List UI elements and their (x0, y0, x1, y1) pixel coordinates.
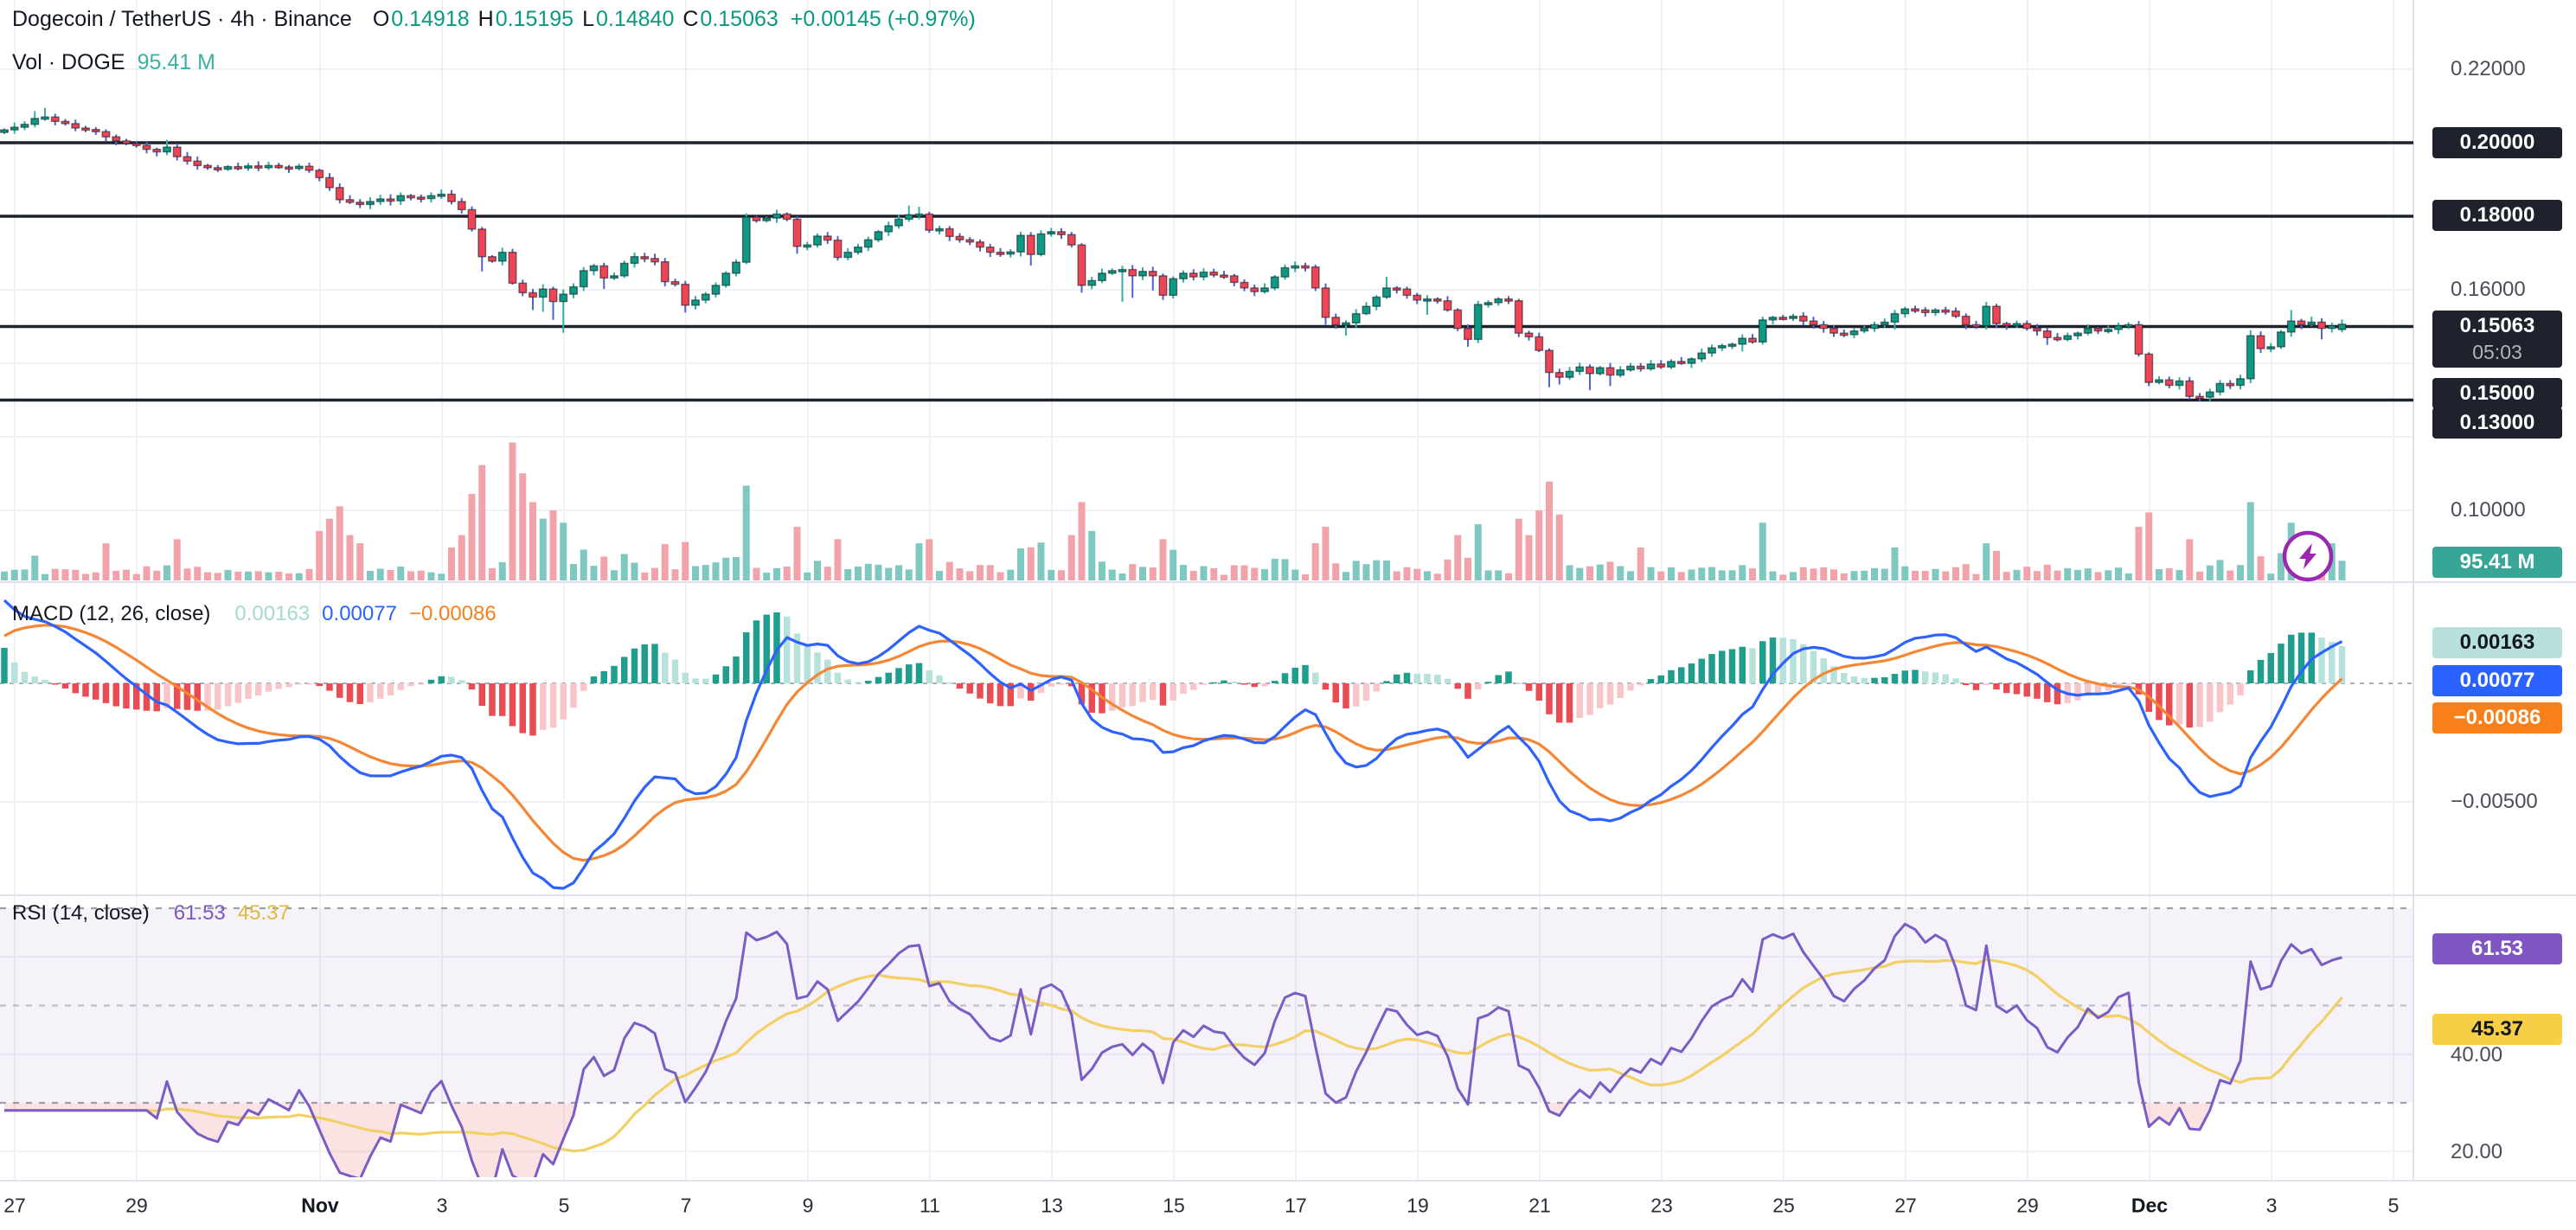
symbol-title[interactable]: Dogecoin / TetherUS · 4h · Binance (12, 7, 352, 31)
axis-tick-label: 0.10000 (2451, 498, 2526, 522)
price-level-badge: 0.20000 (2432, 127, 2562, 158)
ohlc-value: 0.15063 (700, 7, 779, 31)
indicator-value-badge: 45.37 (2432, 1014, 2562, 1045)
rsi-values: 61.53 45.37 (162, 901, 290, 926)
indicator-value-badge: −0.00086 (2432, 702, 2562, 734)
axis-tick-label: 20.00 (2451, 1140, 2503, 1163)
symbol-legend-row: Dogecoin / TetherUS · 4h · Binance O0.14… (12, 7, 976, 32)
time-axis-tick[interactable]: 3 (2265, 1194, 2278, 1217)
ohlc-key: O (372, 7, 390, 31)
rsi-value: 61.53 (173, 901, 226, 925)
price-change: +0.00145 (+0.97%) (790, 7, 976, 31)
ohlc-values: O0.14918 H0.15195 L0.14840 C0.15063 (364, 7, 779, 32)
ohlc-key: H (477, 7, 494, 31)
volume-label[interactable]: Vol · DOGE (12, 50, 125, 74)
time-axis-tick[interactable]: 19 (1407, 1194, 1429, 1217)
macd-value: −0.00086 (408, 602, 497, 625)
time-axis-tick[interactable]: Dec (2131, 1194, 2169, 1217)
indicator-value-badge: 61.53 (2432, 933, 2562, 964)
time-axis-tick[interactable]: 25 (1772, 1194, 1795, 1217)
rsi-label[interactable]: RSI (14, close) (12, 901, 150, 925)
volume-pane (1, 442, 2346, 580)
current-price-badge: 0.15063 05:03 (2432, 311, 2562, 368)
volume-legend-row: Vol · DOGE 95.41 M (12, 50, 215, 75)
rsi-oversold-fill (4, 1103, 2213, 1177)
bar-countdown: 05:03 (2472, 341, 2522, 363)
ohlc-value: 0.15195 (495, 7, 574, 31)
axis-tick-label: −0.00500 (2451, 790, 2538, 813)
axis-tick-label: 40.00 (2451, 1043, 2503, 1067)
macd-label[interactable]: MACD (12, 26, close) (12, 602, 211, 625)
rsi-legend-row: RSI (14, close) 61.53 45.37 (12, 901, 290, 926)
time-axis-tick[interactable]: 5 (558, 1194, 570, 1217)
macd-line (3, 599, 2343, 890)
volume-value: 95.41 M (137, 50, 215, 74)
drawn-price-levels (0, 141, 2413, 402)
price-level-badge: 0.18000 (2432, 200, 2562, 231)
macd-pane (0, 599, 2413, 890)
time-axis-tick[interactable]: 29 (125, 1194, 148, 1217)
price-level-badge: 0.15000 (2432, 378, 2562, 409)
time-axis-tick[interactable]: 11 (920, 1194, 940, 1217)
time-axis-tick[interactable]: 3 (436, 1194, 448, 1217)
candlestick-pane (0, 107, 2347, 401)
ohlc-value: 0.14840 (595, 7, 675, 31)
time-axis-tick[interactable]: 27 (1894, 1194, 1917, 1217)
time-axis-tick[interactable]: 27 (3, 1194, 26, 1217)
price-level-badge: 0.13000 (2432, 407, 2562, 439)
macd-values: 0.00163 0.00077 −0.00086 (222, 602, 496, 626)
time-axis-tick[interactable]: 23 (1650, 1194, 1673, 1217)
time-axis-tick[interactable]: Nov (301, 1194, 339, 1217)
ohlc-key: L (582, 7, 594, 31)
macd-signal-line (3, 624, 2343, 862)
indicator-value-badge: 0.00077 (2432, 665, 2562, 696)
macd-value: 0.00163 (234, 602, 311, 625)
time-axis-tick[interactable]: 15 (1163, 1194, 1185, 1217)
axis-tick-label: 0.22000 (2451, 57, 2526, 80)
time-axis-tick[interactable]: 21 (1528, 1194, 1551, 1217)
rsi-line (4, 922, 2342, 1177)
ohlc-value: 0.14918 (391, 7, 470, 31)
time-axis-tick[interactable]: 17 (1285, 1194, 1307, 1217)
macd-legend-row: MACD (12, 26, close) 0.00163 0.00077 −0.00… (12, 602, 497, 626)
time-axis-tick[interactable]: 5 (2387, 1194, 2400, 1217)
rsi-value: 45.37 (237, 901, 290, 925)
ohlc-key: C (682, 7, 699, 31)
axis-tick-label: 0.16000 (2451, 278, 2526, 301)
time-axis-tick[interactable]: 7 (680, 1194, 692, 1217)
indicator-value-badge: 95.41 M (2432, 547, 2562, 578)
indicator-value-badge: 0.00163 (2432, 627, 2562, 658)
time-axis-tick[interactable]: 29 (2016, 1194, 2039, 1217)
macd-value: 0.00077 (322, 602, 397, 625)
time-axis-tick[interactable]: 13 (1041, 1194, 1063, 1217)
time-axis-tick[interactable]: 9 (802, 1194, 814, 1217)
rsi-pane (0, 906, 2413, 1177)
